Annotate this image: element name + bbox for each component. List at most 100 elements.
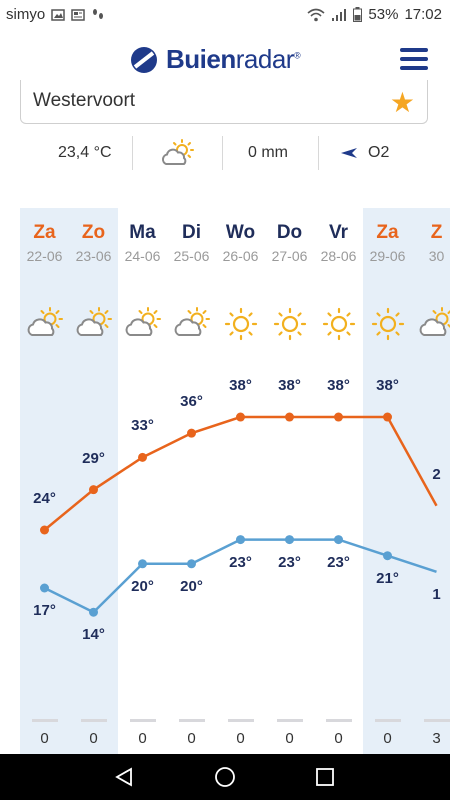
- day-date: 27-06: [271, 248, 308, 264]
- day-date: 22-06: [26, 248, 63, 264]
- max-temperature-label: 38°: [376, 377, 399, 395]
- min-temperature-label: 23°: [229, 553, 252, 571]
- min-temperature-point: [383, 551, 392, 561]
- footsteps-icon: [93, 8, 104, 19]
- max-temperature-label: 2: [432, 465, 441, 483]
- partly-cloudy-icon: [167, 306, 216, 343]
- min-temperature-point: [285, 535, 294, 545]
- logo-trademark: ®: [293, 50, 301, 61]
- android-navigation-bar: [0, 754, 450, 800]
- min-temperature-label: 1: [432, 585, 441, 603]
- recents-icon[interactable]: [315, 767, 335, 787]
- min-temperature-point: [40, 583, 49, 593]
- min-temperature-label: 23°: [327, 553, 350, 571]
- day-name: Do: [276, 222, 303, 243]
- rain-amount: 0: [383, 730, 392, 747]
- max-temperature-label: 33°: [131, 417, 154, 435]
- min-temperature-label: 21°: [376, 569, 399, 587]
- min-temperature-label: 23°: [278, 553, 301, 571]
- weekend-background: [20, 208, 118, 754]
- max-temperature-label: 38°: [229, 377, 252, 395]
- logo-text-light: radar: [235, 44, 295, 74]
- rain-bar: [32, 719, 58, 722]
- battery-icon: [353, 7, 363, 22]
- clock-time: 17:02: [404, 6, 442, 23]
- partly-cloudy-icon: [161, 139, 194, 165]
- battery-level: 53%: [368, 6, 399, 23]
- rain-bar: [375, 719, 401, 722]
- max-temperature-label: 29°: [82, 449, 105, 467]
- sun-icon: [216, 306, 265, 347]
- day-date: 25-06: [173, 248, 210, 264]
- rain-amount: 0: [187, 730, 196, 747]
- max-temperature-point: [334, 412, 343, 422]
- max-temperature-point: [138, 452, 147, 462]
- min-temperature-label: 20°: [180, 577, 203, 595]
- day-date: 23-06: [75, 248, 112, 264]
- day-name: Zo: [81, 222, 106, 243]
- temperature-lines: [40, 412, 438, 617]
- rain-amount: 0: [334, 730, 343, 747]
- current-conditions: 23,4 °C 0 mm O2: [0, 136, 450, 170]
- max-temperature-point: [285, 412, 294, 422]
- weekend-background: [363, 208, 450, 754]
- logo-text: Buienradar®: [166, 44, 301, 75]
- rain-amount: 0: [40, 730, 49, 747]
- rain-amount: 0: [236, 730, 245, 747]
- rain-bar: [326, 719, 352, 722]
- min-temperature-point: [89, 607, 98, 617]
- min-temperature-point: [138, 559, 147, 569]
- day-name: Z: [430, 222, 443, 243]
- wifi-icon: [307, 8, 325, 21]
- max-temperature-label: 24°: [33, 490, 56, 507]
- day-date: 24-06: [124, 248, 161, 264]
- min-temperature-point: [236, 535, 245, 545]
- logo-text-bold: Buien: [166, 44, 236, 74]
- min-temperature-point: [334, 535, 343, 545]
- sun-icon: [363, 306, 412, 347]
- day-date: 30: [428, 248, 445, 264]
- partly-cloudy-icon: [118, 306, 167, 343]
- rain-amount: 3: [432, 730, 441, 747]
- min-temperature-point: [187, 559, 196, 569]
- location-name: Westervoort: [33, 90, 136, 111]
- max-temperature-line: [43, 415, 438, 531]
- buienradar-logo-icon: [131, 46, 157, 73]
- carrier-name: simyo: [6, 6, 46, 23]
- rain-bar: [228, 719, 254, 722]
- buienradar-logo: Buienradar®: [130, 44, 301, 75]
- day-name: Za: [376, 222, 399, 243]
- rain-amount: 0: [89, 730, 98, 747]
- max-temperature-label: 38°: [278, 377, 301, 395]
- day-name: Ma: [129, 222, 156, 243]
- home-icon[interactable]: [214, 766, 236, 788]
- rain-bar: [424, 719, 450, 722]
- rain-bar: [277, 719, 303, 722]
- day-date: 26-06: [222, 248, 259, 264]
- status-bar: simyo 53% 17:02: [0, 0, 450, 30]
- favorite-star-icon[interactable]: ★: [389, 87, 415, 118]
- rain-bar: [130, 719, 156, 722]
- current-temperature: 23,4 °C: [58, 144, 112, 161]
- hamburger-menu-icon[interactable]: [400, 48, 428, 70]
- current-precipitation: 0 mm: [248, 144, 288, 161]
- max-temperature-point: [40, 525, 49, 535]
- news-notification-icon: [71, 8, 85, 21]
- rain-amount: 0: [138, 730, 147, 747]
- gallery-notification-icon: [51, 8, 65, 21]
- forecast-chart: Za 22-06 0 Zo 23-06 0 Ma 24-06 0 Di 25-06 0 Wo 26-06 0…: [0, 208, 450, 754]
- location-field[interactable]: Westervoort ★: [20, 80, 428, 124]
- day-date: 29-06: [369, 248, 406, 264]
- max-temperature-point: [89, 485, 98, 495]
- min-temperature-label: 14°: [82, 626, 105, 644]
- sun-icon: [265, 306, 314, 347]
- signal-icon: [332, 8, 347, 21]
- wind-direction-icon: [340, 136, 358, 170]
- back-icon[interactable]: [114, 767, 134, 787]
- day-name: Di: [182, 222, 201, 243]
- partly-cloudy-icon: [412, 306, 450, 343]
- day-name: Wo: [225, 222, 256, 243]
- day-name: Za: [33, 222, 56, 243]
- partly-cloudy-icon: [20, 306, 69, 343]
- current-wind: O2: [368, 144, 390, 161]
